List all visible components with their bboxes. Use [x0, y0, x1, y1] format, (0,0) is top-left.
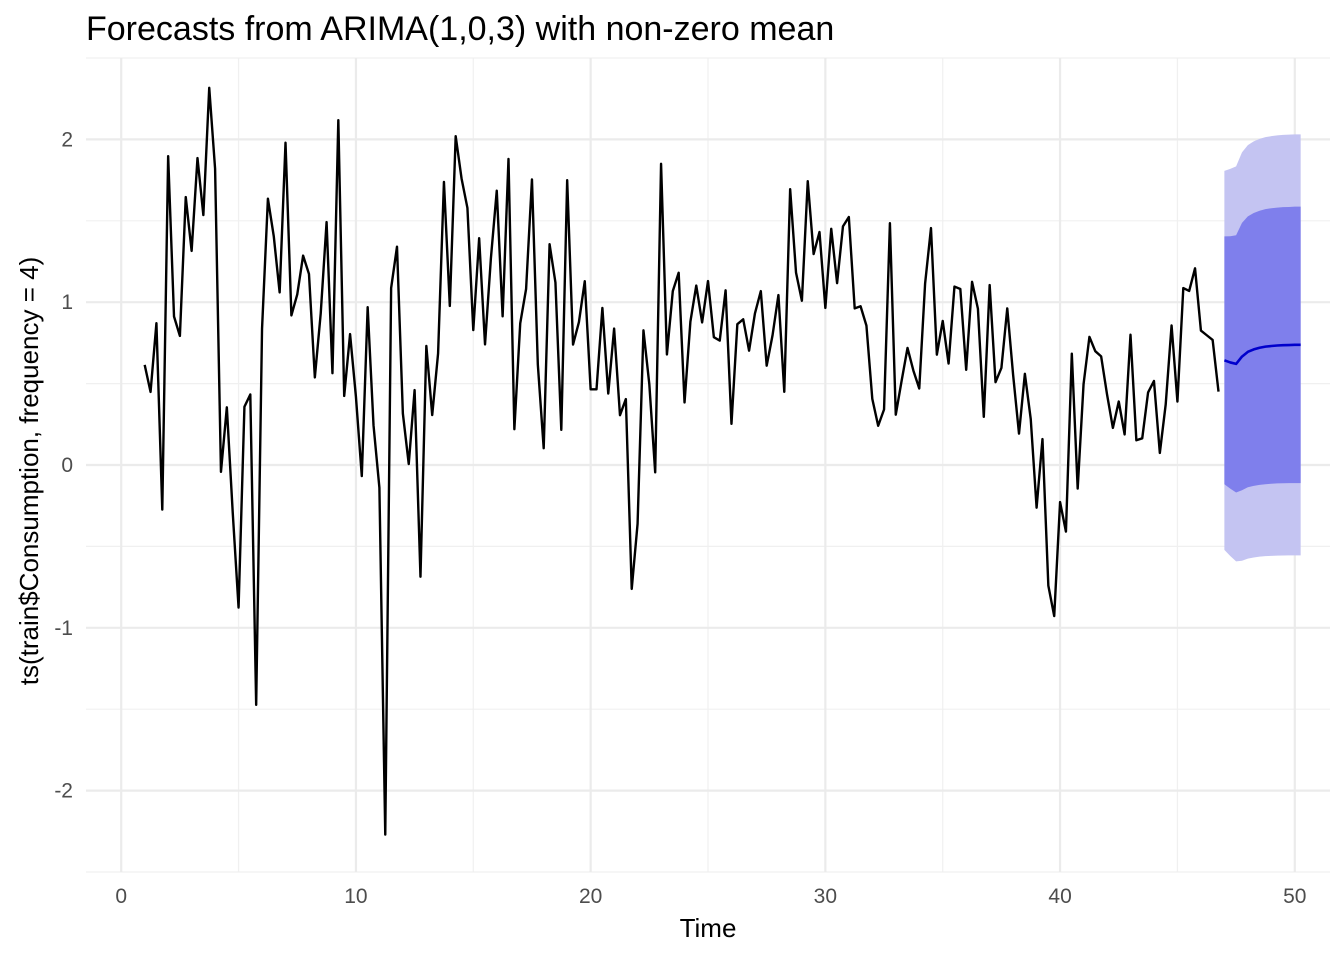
x-axis-ticks: 0 10 20 30 40 50 [115, 885, 1306, 908]
y-tick-label: 1 [61, 291, 73, 314]
observed-line [143, 86, 1220, 836]
y-tick-label: -2 [54, 780, 73, 803]
x-tick-label: 20 [579, 885, 602, 908]
x-tick-label: 50 [1283, 885, 1306, 908]
y-axis-ticks: -2 -1 0 1 2 [54, 128, 73, 802]
series-lines [143, 86, 1301, 836]
y-tick-label: 2 [61, 128, 73, 151]
x-axis-title: Time [680, 913, 737, 943]
x-tick-label: 40 [1048, 885, 1071, 908]
interval-80-band [1224, 206, 1301, 493]
chart-title: Forecasts from ARIMA(1,0,3) with non-zer… [86, 10, 834, 48]
x-tick-label: 0 [115, 885, 127, 908]
x-tick-label: 10 [344, 885, 367, 908]
y-axis-title: ts(train$Consumption, frequency = 4) [14, 257, 44, 686]
x-tick-label: 30 [814, 885, 837, 908]
y-tick-label: 0 [61, 454, 73, 477]
forecast-intervals [1224, 134, 1301, 562]
y-tick-label: -1 [54, 617, 73, 640]
forecast-line [1223, 343, 1301, 366]
